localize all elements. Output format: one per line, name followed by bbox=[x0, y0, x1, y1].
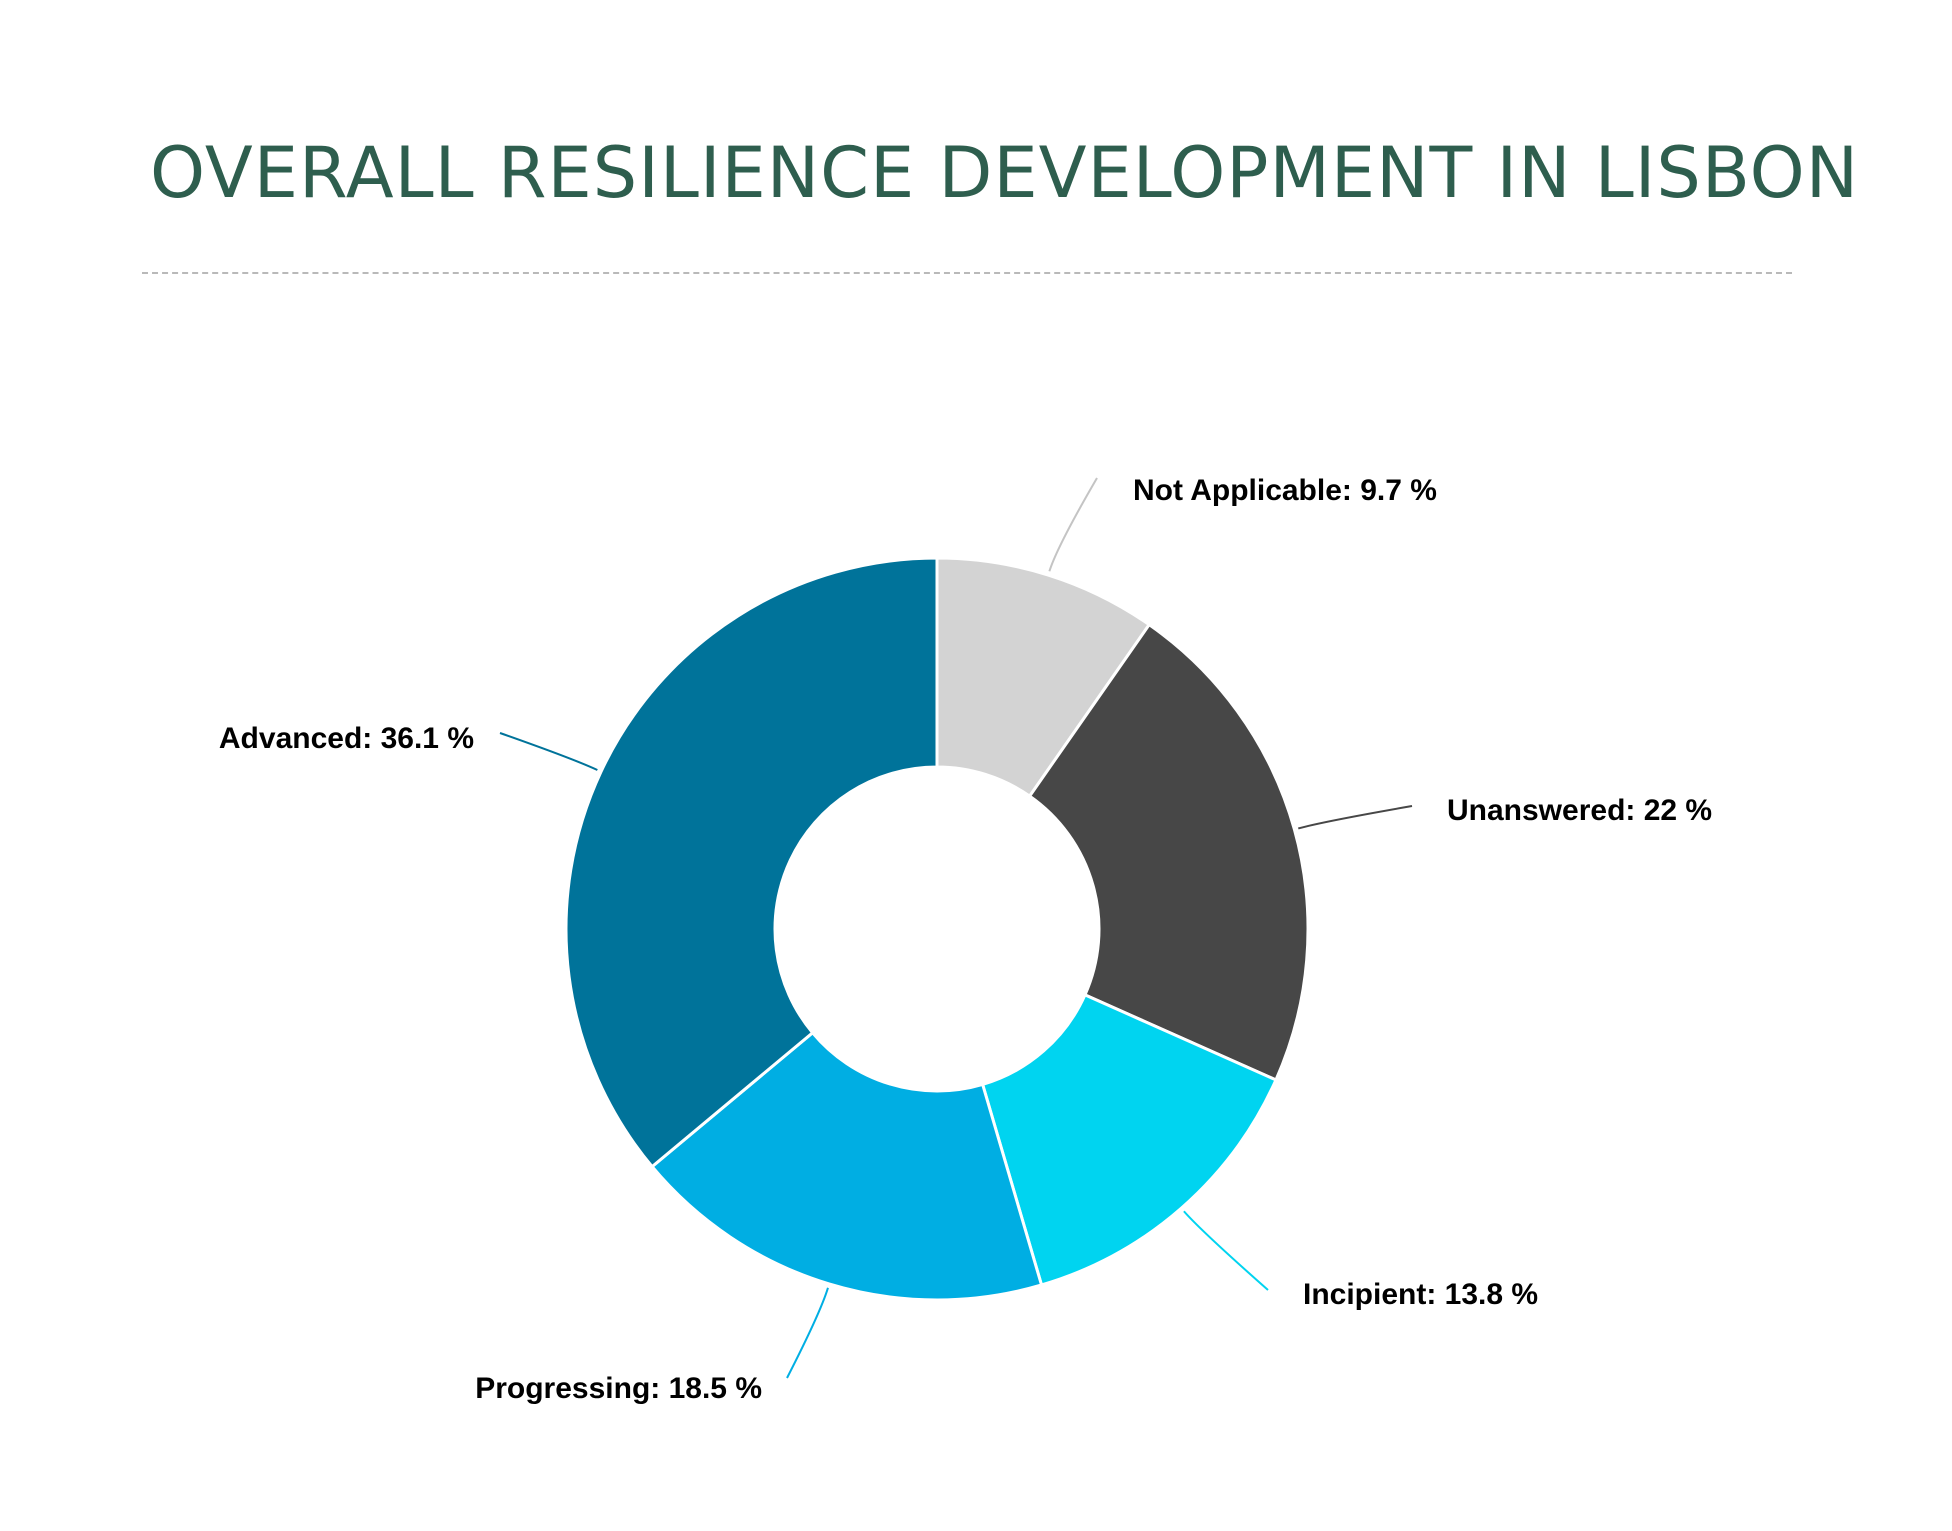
slice-label-not-applicable: Not Applicable: 9.7 % bbox=[1133, 474, 1437, 507]
leader-line-advanced bbox=[499, 732, 598, 771]
slice-incipient bbox=[980, 992, 1278, 1287]
slice-labels: Not Applicable: 9.7 % Unanswered: 22 % I… bbox=[219, 474, 1712, 1405]
chart-title: OVERALL RESILIENCE DEVELOPMENT IN LISBON bbox=[150, 132, 1860, 214]
leader-line-unanswered bbox=[1298, 805, 1413, 830]
slice-label-advanced: Advanced: 36.1 % bbox=[219, 722, 474, 755]
slice-label-progressing: Progressing: 18.5 % bbox=[475, 1372, 762, 1405]
leader-line-not-applicable bbox=[1048, 477, 1098, 572]
leader-lines bbox=[499, 477, 1413, 1379]
leader-line-incipient bbox=[1183, 1210, 1269, 1291]
slice-progressing bbox=[649, 1030, 1044, 1302]
slice-advanced bbox=[564, 556, 939, 1169]
slice-label-unanswered: Unanswered: 22 % bbox=[1447, 794, 1712, 827]
title-divider bbox=[142, 272, 1792, 274]
slice-not-applicable bbox=[935, 556, 1152, 799]
donut-slices bbox=[564, 556, 1310, 1302]
slice-unanswered bbox=[1027, 622, 1310, 1082]
slice-label-incipient: Incipient: 13.8 % bbox=[1303, 1278, 1538, 1311]
leader-line-progressing bbox=[786, 1287, 829, 1379]
